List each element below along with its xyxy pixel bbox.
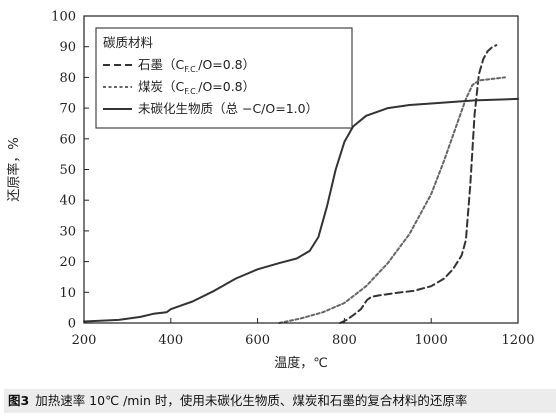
figure-caption-text: 加热速率 10℃ /min 时，使用未碳化生物质、煤炭和石墨的复合材料的还原率 [35, 393, 468, 408]
x-axis-title: 温度，℃ [274, 355, 328, 371]
plot-series [83, 44, 519, 324]
series-line-graphite [339, 44, 498, 324]
y-tick-label: 80 [59, 71, 76, 86]
x-tick-label: 800 [332, 333, 357, 348]
y-tick-label: 10 [59, 286, 76, 301]
legend-entry-label: 未碳化生物质（总 −C/O=1.0） [138, 101, 318, 116]
x-tick-label: 600 [245, 333, 270, 348]
figure-caption: 图3 加热速率 10℃ /min 时，使用未碳化生物质、煤炭和石墨的复合材料的还原… [4, 389, 556, 413]
series-line-coal [278, 76, 506, 324]
legend: 碳质材料 石墨（CF.C./O=0.8） 煤炭（CF.C./O=0.8） 未碳化生物… [95, 27, 353, 129]
y-tick-label: 50 [59, 163, 76, 178]
y-tick-label: 70 [59, 102, 76, 117]
x-tick-label: 1200 [501, 333, 534, 348]
y-tick-label: 40 [59, 194, 76, 209]
y-tick-label: 30 [59, 224, 76, 239]
x-axis-ticks: 200 400 600 800 1000 1200 [72, 318, 535, 348]
legend-entry-label: 煤炭（CF.C./O=0.8） [138, 79, 255, 96]
x-tick-label: 1000 [415, 333, 448, 348]
y-tick-label: 100 [51, 10, 76, 25]
figure-label: 图3 [8, 393, 30, 408]
x-tick-label: 200 [72, 333, 97, 348]
y-axis-ticks: 0 10 20 30 40 50 60 70 80 90 100 [51, 10, 89, 332]
legend-title: 碳质材料 [103, 35, 154, 50]
y-tick-label: 60 [59, 132, 76, 147]
plot-frame [83, 15, 519, 324]
y-tick-label: 0 [68, 317, 76, 332]
y-tick-label: 20 [59, 255, 76, 270]
legend-box [95, 27, 353, 129]
y-axis-title: 还原率，% [6, 137, 22, 201]
x-tick-label: 400 [158, 333, 183, 348]
legend-entries: 石墨（CF.C./O=0.8） 煤炭（CF.C./O=0.8） 未碳化生物质（总 −… [103, 57, 318, 116]
legend-entry-label: 石墨（CF.C./O=0.8） [138, 57, 255, 74]
reduction-rate-chart: 0 10 20 30 40 50 60 70 80 90 100 200 400 600 800 1000 1… [6, 10, 535, 372]
y-tick-label: 90 [59, 40, 76, 55]
series-line-biomass [83, 97, 519, 323]
